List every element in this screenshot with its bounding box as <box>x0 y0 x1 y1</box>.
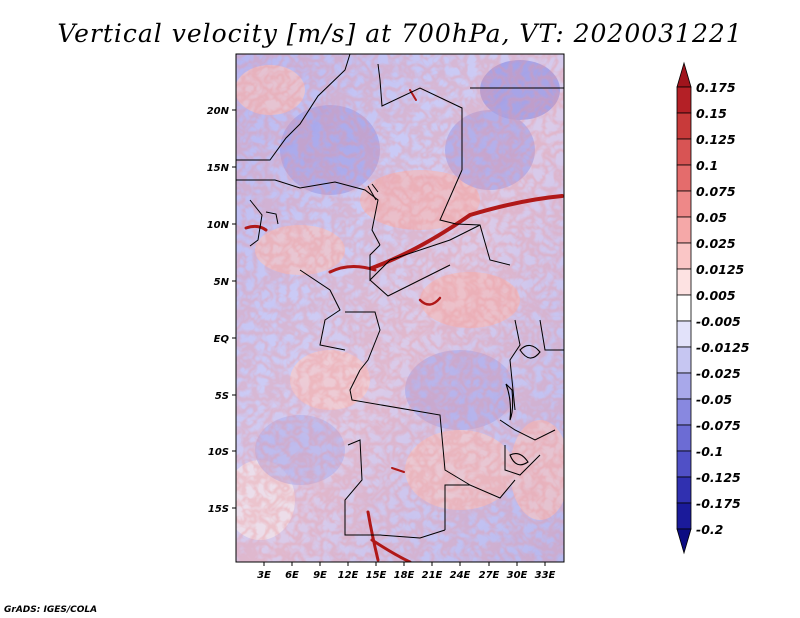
country-borders <box>236 54 564 539</box>
lat-label-10s: 10S <box>208 447 229 458</box>
colorbar-swatch-6 <box>676 216 692 244</box>
colorbar-label-13: -0.075 <box>696 418 741 433</box>
colorbar-swatch-3 <box>676 138 692 166</box>
colorbar-swatch-12 <box>676 372 692 400</box>
colorbar-labels: 0.175 0.15 0.125 0.1 0.075 0.05 0.025 0.… <box>696 80 750 537</box>
colorbar-label-16: -0.175 <box>696 496 741 511</box>
lon-label-30e: 30E <box>507 570 528 581</box>
colorbar-swatch-14 <box>676 424 692 452</box>
lon-label-15e: 15E <box>366 570 387 581</box>
lon-label-3e: 3E <box>257 570 271 581</box>
colorbar-label-10: -0.0125 <box>696 340 750 355</box>
colorbar-label-11: -0.025 <box>696 366 741 381</box>
lat-label-15s: 15S <box>208 504 229 515</box>
lat-label-20n: 20N <box>207 106 230 117</box>
lat-label-15n: 15N <box>207 163 230 174</box>
colorbar-label-5: 0.05 <box>696 210 727 225</box>
colorbar-swatch-15 <box>676 450 692 478</box>
colorbar-label-0: 0.175 <box>696 80 736 95</box>
map-panel: 20N 15N 10N 5N EQ 5S 10S 15S 3E 6E 9E 12… <box>207 53 565 581</box>
lake-outlines <box>505 344 541 466</box>
lon-label-24e: 24E <box>450 570 471 581</box>
lat-label-10n: 10N <box>207 220 230 231</box>
lon-label-21e: 21E <box>422 570 443 581</box>
colorbar-label-9: -0.005 <box>696 314 741 329</box>
latitude-axis <box>232 109 236 509</box>
colorbar-label-12: -0.05 <box>696 392 732 407</box>
colorbar-swatch-0 <box>676 61 692 88</box>
colorbar-swatch-16 <box>676 476 692 504</box>
colorbar-label-8: 0.005 <box>696 288 736 303</box>
lon-label-18e: 18E <box>394 570 415 581</box>
colorbar-swatches <box>676 61 692 555</box>
lat-label-5n: 5N <box>214 277 230 288</box>
colorbar-swatch-7 <box>676 242 692 270</box>
strong-ascent-bands <box>244 89 564 562</box>
colorbar-label-7: 0.0125 <box>696 262 745 277</box>
colorbar-label-2: 0.125 <box>696 132 736 147</box>
lon-label-12e: 12E <box>338 570 359 581</box>
colorbar-label-4: 0.075 <box>696 184 736 199</box>
grads-credit: GrADS: IGES/COLA <box>4 605 97 615</box>
colorbar-swatch-13 <box>676 398 692 426</box>
lon-label-6e: 6E <box>285 570 299 581</box>
colorbar-label-3: 0.1 <box>696 158 718 173</box>
colorbar-label-14: -0.1 <box>696 444 723 459</box>
colorbar-label-1: 0.15 <box>696 106 727 121</box>
plot-title: Vertical velocity [m/s] at 700hPa, VT: 2… <box>57 19 742 48</box>
latitude-labels: 20N 15N 10N 5N EQ 5S 10S 15S <box>207 106 230 515</box>
colorbar-label-17: -0.2 <box>696 522 723 537</box>
lon-label-33e: 33E <box>535 570 556 581</box>
colorbar-swatch-17 <box>676 502 692 530</box>
colorbar-swatch-2 <box>676 112 692 140</box>
longitude-labels: 3E 6E 9E 12E 15E 18E 21E 24E 27E 30E 33E <box>257 570 555 581</box>
colorbar-swatch-5 <box>676 190 692 218</box>
colorbar-swatch-18 <box>676 528 692 555</box>
colorbar-label-15: -0.125 <box>696 470 741 485</box>
colorbar-label-6: 0.025 <box>696 236 736 251</box>
lon-label-9e: 9E <box>313 570 327 581</box>
lat-label-5s: 5S <box>215 391 229 402</box>
colorbar-swatch-8 <box>676 268 692 296</box>
longitude-axis <box>263 562 546 566</box>
lat-label-eq: EQ <box>214 334 230 345</box>
colorbar: 0.175 0.15 0.125 0.1 0.075 0.05 0.025 0.… <box>676 61 750 555</box>
map-frame <box>235 53 565 563</box>
colorbar-swatch-4 <box>676 164 692 192</box>
colorbar-swatch-10 <box>676 320 692 348</box>
lon-label-27e: 27E <box>479 570 500 581</box>
colorbar-swatch-1 <box>676 86 692 114</box>
colorbar-swatch-11 <box>676 346 692 374</box>
colorbar-swatch-9 <box>676 294 692 322</box>
